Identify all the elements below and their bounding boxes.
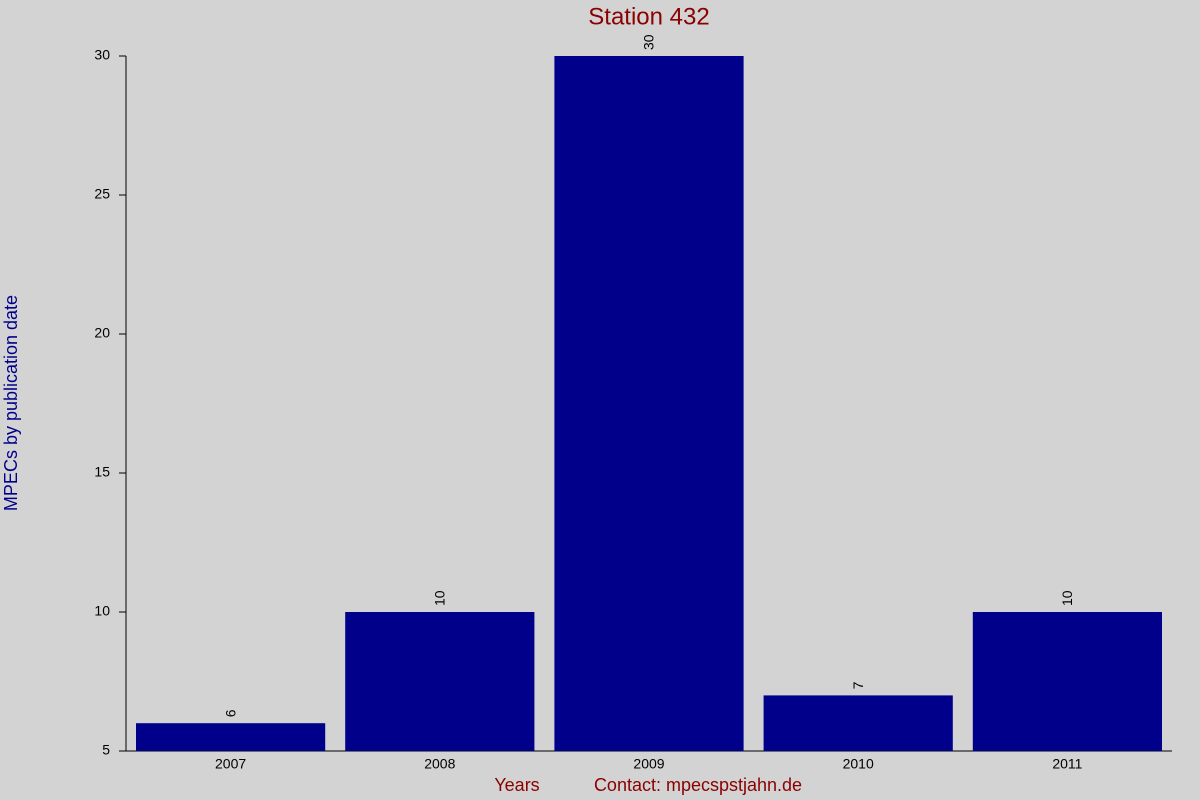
data-label: 10 xyxy=(432,590,448,606)
data-label: 7 xyxy=(850,681,866,689)
x-tick-label: 2007 xyxy=(215,756,246,772)
bar xyxy=(345,612,535,751)
y-axis-label: MPECs by publication date xyxy=(1,295,21,511)
x-tick-label: 2008 xyxy=(424,756,455,772)
contact: Contact: mpecspstjahn.de xyxy=(594,775,802,795)
bar xyxy=(763,695,953,751)
x-tick-label: 2011 xyxy=(1052,756,1082,772)
x-tick-label: 2010 xyxy=(843,756,874,772)
y-tick-label: 30 xyxy=(94,47,110,63)
bar xyxy=(972,612,1162,751)
y-tick-label: 20 xyxy=(94,325,110,341)
y-tick-label: 10 xyxy=(94,603,110,619)
x-axis-label: Years xyxy=(494,775,539,795)
data-label: 6 xyxy=(222,709,238,717)
chart-title: Station 432 xyxy=(588,3,709,30)
x-tick-label: 2009 xyxy=(633,756,664,772)
y-tick-label: 25 xyxy=(94,186,110,202)
data-label: 10 xyxy=(1059,590,1075,606)
y-tick-label: 15 xyxy=(94,464,110,480)
data-label: 30 xyxy=(641,34,657,50)
y-tick-label: 5 xyxy=(102,742,110,758)
bar xyxy=(554,56,744,751)
bar xyxy=(136,723,326,751)
